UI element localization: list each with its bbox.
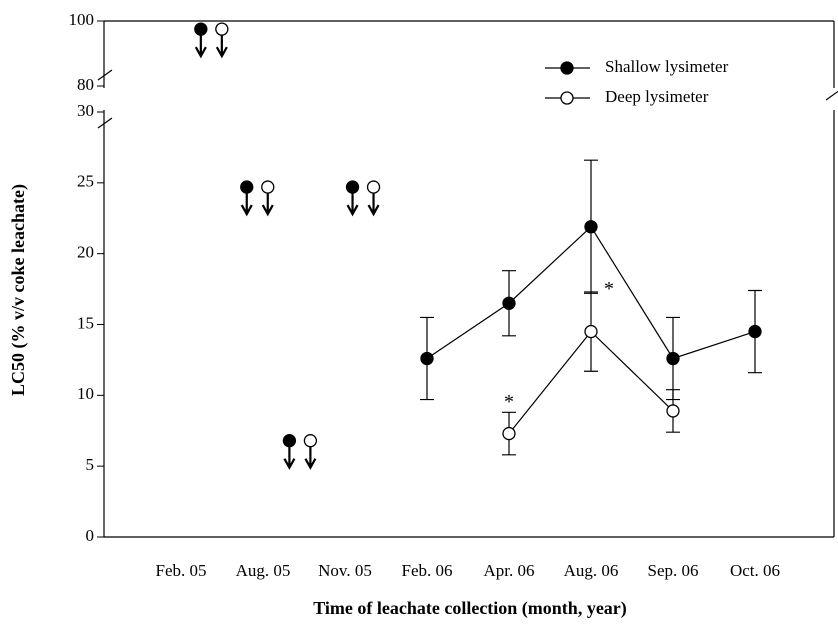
y-tick-label: 5 — [86, 455, 95, 474]
censored-arrow — [261, 193, 274, 217]
x-tick-label: Aug. 05 — [236, 561, 291, 580]
y-axis-title: LC50 (% v/v coke leachate) — [8, 184, 29, 396]
annotation: * — [504, 391, 514, 413]
censored-point — [240, 180, 254, 194]
y-tick-label: 80 — [77, 75, 94, 94]
y-tick-label: 20 — [77, 243, 94, 262]
y-tick-label: 25 — [77, 172, 94, 191]
censored-point — [215, 22, 229, 36]
legend-marker — [560, 61, 574, 75]
data-point — [584, 220, 598, 234]
censored-arrow — [240, 193, 253, 217]
x-tick-label: Aug. 06 — [564, 561, 619, 580]
censored-point — [261, 180, 275, 194]
legend-marker — [560, 91, 574, 105]
censored-arrow — [367, 193, 380, 217]
data-point — [584, 324, 598, 339]
data-point — [420, 351, 434, 366]
x-tick-label: Feb. 05 — [156, 561, 207, 580]
censored-point — [345, 180, 360, 194]
censored-arrow — [194, 35, 207, 59]
censored-point — [303, 434, 318, 448]
x-tick-label: Sep. 06 — [648, 561, 699, 580]
legend-label: Deep lysimeter — [605, 87, 709, 106]
y-tick-label: 30 — [77, 101, 94, 120]
y-tick-label: 10 — [77, 384, 94, 403]
censored-arrow — [304, 446, 317, 470]
x-tick-label: Apr. 06 — [484, 561, 535, 580]
censored-arrow — [283, 446, 296, 470]
x-axis-title: Time of leachate collection (month, year… — [313, 598, 627, 619]
y-tick-label: 0 — [86, 526, 95, 545]
annotation: * — [604, 278, 614, 300]
data-point — [666, 351, 680, 366]
axis-frame — [103, 20, 835, 538]
censored-point — [366, 180, 381, 194]
data-point — [748, 324, 762, 339]
x-tick-label: Feb. 06 — [402, 561, 453, 580]
censored-point — [194, 22, 208, 36]
data-point — [666, 404, 680, 418]
x-tick-label: Nov. 05 — [318, 561, 372, 580]
data-point — [502, 426, 516, 441]
y-tick-label: 15 — [77, 313, 94, 332]
data-point — [502, 296, 516, 310]
censored-point — [282, 434, 297, 448]
legend-label: Shallow lysimeter — [605, 57, 729, 76]
censored-arrow — [346, 193, 359, 217]
x-tick-label: Oct. 06 — [730, 561, 780, 580]
axis-break — [97, 69, 838, 129]
y-tick-label: 100 — [69, 10, 95, 29]
censored-arrow — [215, 35, 228, 59]
